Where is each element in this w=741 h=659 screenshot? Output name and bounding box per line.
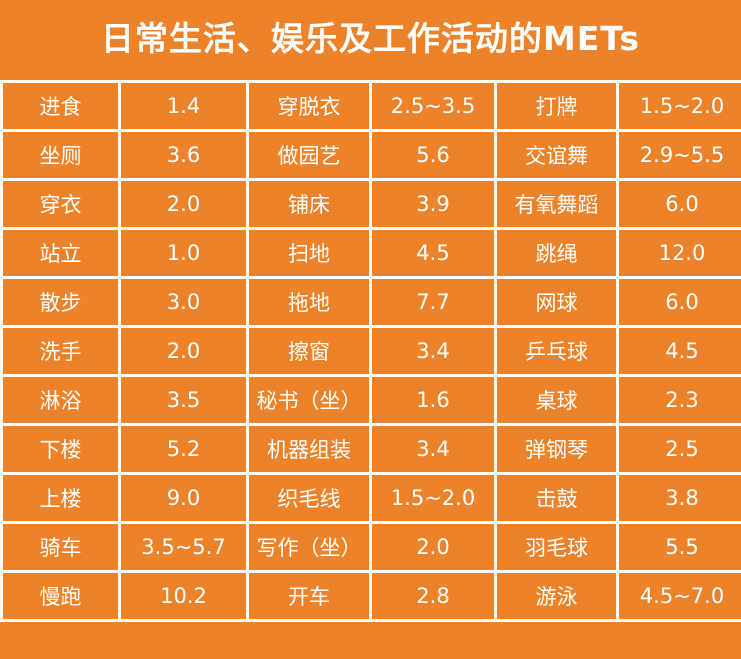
activity-name-cell: 骑车 [0, 521, 121, 573]
activity-name-cell: 穿脱衣 [246, 80, 372, 132]
met-value-cell: 1.6 [369, 374, 497, 426]
table-row: 上楼 9.0 织毛线 1.5~2.0 击鼓 3.8 [0, 472, 741, 524]
met-value-cell: 5.2 [118, 423, 249, 475]
activity-name-cell: 有氧舞蹈 [494, 178, 619, 230]
met-value-cell: 3.0 [118, 276, 249, 328]
met-value-cell: 2.0 [369, 521, 497, 573]
met-value-cell: 2.9~5.5 [616, 129, 741, 181]
activity-name-cell: 坐厕 [0, 129, 121, 181]
table-row: 洗手 2.0 擦窗 3.4 乒乓球 4.5 [0, 325, 741, 377]
activity-name-cell: 游泳 [494, 570, 619, 622]
activity-name-cell: 击鼓 [494, 472, 619, 524]
page-title: 日常生活、娱乐及工作活动的METs [100, 19, 641, 58]
met-value-cell: 2.5 [616, 423, 741, 475]
met-value-cell: 4.5~7.0 [616, 570, 741, 622]
met-value-cell: 4.5 [616, 325, 741, 377]
met-value-cell: 3.5~5.7 [118, 521, 249, 573]
activity-name-cell: 乒乓球 [494, 325, 619, 377]
table-row: 进食 1.4 穿脱衣 2.5~3.5 打牌 1.5~2.0 [0, 80, 741, 132]
mets-table: 进食 1.4 穿脱衣 2.5~3.5 打牌 1.5~2.0 坐厕 3.6 做园艺 5.6 交谊舞 2.… [0, 80, 741, 622]
activity-name-cell: 弹钢琴 [494, 423, 619, 475]
activity-name-cell: 跳绳 [494, 227, 619, 279]
table-row: 坐厕 3.6 做园艺 5.6 交谊舞 2.9~5.5 [0, 129, 741, 181]
met-value-cell: 3.9 [369, 178, 497, 230]
met-value-cell: 4.5 [369, 227, 497, 279]
table-row: 下楼 5.2 机器组装 3.4 弹钢琴 2.5 [0, 423, 741, 475]
activity-name-cell: 桌球 [494, 374, 619, 426]
activity-name-cell: 机器组装 [246, 423, 372, 475]
activity-name-cell: 织毛线 [246, 472, 372, 524]
met-value-cell: 12.0 [616, 227, 741, 279]
activity-name-cell: 写作（坐） [246, 521, 372, 573]
activity-name-cell: 铺床 [246, 178, 372, 230]
met-value-cell: 3.4 [369, 423, 497, 475]
mets-table-body: 进食 1.4 穿脱衣 2.5~3.5 打牌 1.5~2.0 坐厕 3.6 做园艺 5.6 交谊舞 2.… [0, 80, 741, 622]
met-value-cell: 1.5~2.0 [616, 80, 741, 132]
met-value-cell: 6.0 [616, 276, 741, 328]
mets-table-wrapper: 进食 1.4 穿脱衣 2.5~3.5 打牌 1.5~2.0 坐厕 3.6 做园艺 5.6 交谊舞 2.… [0, 80, 741, 659]
met-value-cell: 2.0 [118, 325, 249, 377]
met-value-cell: 9.0 [118, 472, 249, 524]
met-value-cell: 3.5 [118, 374, 249, 426]
met-value-cell: 1.4 [118, 80, 249, 132]
table-row: 穿衣 2.0 铺床 3.9 有氧舞蹈 6.0 [0, 178, 741, 230]
activity-name-cell: 散步 [0, 276, 121, 328]
activity-name-cell: 站立 [0, 227, 121, 279]
activity-name-cell: 进食 [0, 80, 121, 132]
activity-name-cell: 扫地 [246, 227, 372, 279]
met-value-cell: 10.2 [118, 570, 249, 622]
activity-name-cell: 做园艺 [246, 129, 372, 181]
activity-name-cell: 下楼 [0, 423, 121, 475]
table-row: 淋浴 3.5 秘书（坐） 1.6 桌球 2.3 [0, 374, 741, 426]
met-value-cell: 2.5~3.5 [369, 80, 497, 132]
activity-name-cell: 打牌 [494, 80, 619, 132]
activity-name-cell: 洗手 [0, 325, 121, 377]
activity-name-cell: 穿衣 [0, 178, 121, 230]
table-row: 站立 1.0 扫地 4.5 跳绳 12.0 [0, 227, 741, 279]
met-value-cell: 3.8 [616, 472, 741, 524]
activity-name-cell: 交谊舞 [494, 129, 619, 181]
met-value-cell: 2.3 [616, 374, 741, 426]
met-value-cell: 6.0 [616, 178, 741, 230]
activity-name-cell: 羽毛球 [494, 521, 619, 573]
table-row: 散步 3.0 拖地 7.7 网球 6.0 [0, 276, 741, 328]
met-value-cell: 2.0 [118, 178, 249, 230]
activity-name-cell: 淋浴 [0, 374, 121, 426]
activity-name-cell: 上楼 [0, 472, 121, 524]
met-value-cell: 5.6 [369, 129, 497, 181]
met-value-cell: 5.5 [616, 521, 741, 573]
activity-name-cell: 擦窗 [246, 325, 372, 377]
met-value-cell: 2.8 [369, 570, 497, 622]
met-value-cell: 7.7 [369, 276, 497, 328]
activity-name-cell: 慢跑 [0, 570, 121, 622]
activity-name-cell: 秘书（坐） [246, 374, 372, 426]
activity-name-cell: 拖地 [246, 276, 372, 328]
met-value-cell: 3.6 [118, 129, 249, 181]
activity-name-cell: 网球 [494, 276, 619, 328]
table-row: 骑车 3.5~5.7 写作（坐） 2.0 羽毛球 5.5 [0, 521, 741, 573]
met-value-cell: 1.5~2.0 [369, 472, 497, 524]
met-value-cell: 3.4 [369, 325, 497, 377]
met-value-cell: 1.0 [118, 227, 249, 279]
table-row: 慢跑 10.2 开车 2.8 游泳 4.5~7.0 [0, 570, 741, 622]
activity-name-cell: 开车 [246, 570, 372, 622]
